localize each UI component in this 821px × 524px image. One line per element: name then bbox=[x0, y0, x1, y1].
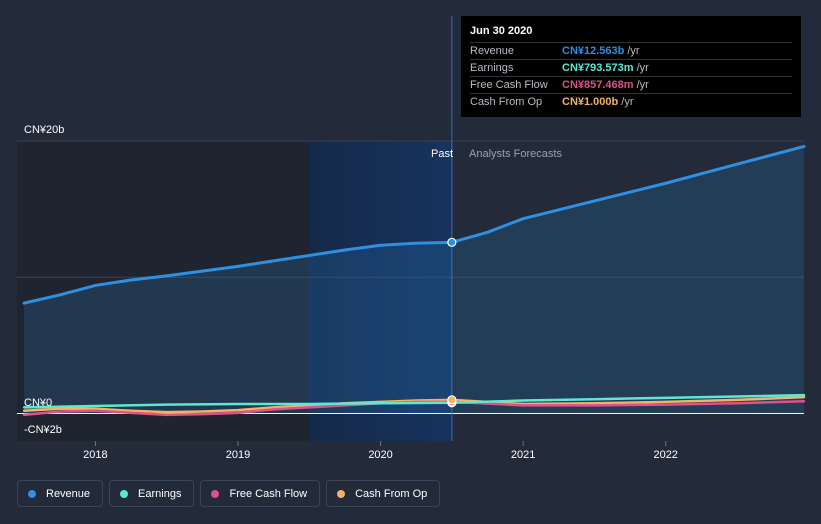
tooltip-unit: /yr bbox=[621, 96, 634, 108]
legend-label: Earnings bbox=[138, 487, 182, 500]
revenue-line bbox=[22, 144, 806, 305]
x-tick-label: 2018 bbox=[83, 449, 107, 461]
legend-dot-icon bbox=[28, 489, 36, 498]
highlight-band bbox=[309, 141, 452, 441]
tooltip-name: Free Cash Flow bbox=[470, 79, 548, 91]
tooltip-name: Earnings bbox=[470, 62, 514, 74]
revenue-area bbox=[24, 146, 805, 414]
legend-label: Cash From Op bbox=[355, 487, 428, 500]
legend-item-free-cash-flow[interactable]: Free Cash Flow bbox=[200, 480, 321, 507]
forecast-label: Analysts Forecasts bbox=[469, 148, 562, 160]
tooltip-unit: /yr bbox=[627, 45, 640, 57]
y-label-top: CN¥20b bbox=[24, 124, 64, 136]
x-tick-label: 2019 bbox=[226, 449, 250, 461]
tooltip-row-earnings: Earnings CN¥793.573m /yr bbox=[470, 59, 792, 76]
chart-legend: Revenue Earnings Free Cash Flow Cash Fro… bbox=[17, 480, 441, 507]
tooltip-name: Revenue bbox=[470, 45, 515, 57]
tooltip-value: CN¥793.573m bbox=[562, 62, 634, 74]
tooltip-row-free-cash-flow: Free Cash Flow CN¥857.468m /yr bbox=[470, 76, 792, 93]
x-tick-label: 2022 bbox=[653, 449, 677, 461]
legend-item-earnings[interactable]: Earnings bbox=[109, 480, 195, 507]
tooltip-row-cash-from-op: Cash From Op CN¥1.000b /yr bbox=[470, 93, 792, 110]
tooltip-value: CN¥857.468m bbox=[562, 79, 634, 91]
legend-dot-icon bbox=[337, 489, 346, 498]
y-label-zero: CN¥0 bbox=[24, 397, 52, 409]
legend-item-revenue[interactable]: Revenue bbox=[17, 480, 104, 507]
free-cash-flow-line bbox=[22, 399, 806, 417]
y-label-bottom: -CN¥2b bbox=[24, 424, 62, 436]
tooltip-unit: /yr bbox=[636, 62, 649, 74]
cash-from-op-marker bbox=[447, 395, 457, 405]
past-label: Past bbox=[431, 148, 453, 160]
legend-item-cash-from-op[interactable]: Cash From Op bbox=[326, 480, 441, 507]
legend-dot-icon bbox=[211, 489, 220, 498]
legend-label: Free Cash Flow bbox=[229, 487, 308, 500]
tooltip-name: Cash From Op bbox=[470, 96, 543, 108]
x-tick-label: 2021 bbox=[511, 449, 535, 461]
legend-label: Revenue bbox=[46, 487, 91, 500]
tooltip-value: CN¥1.000b bbox=[562, 96, 619, 108]
data-tooltip: Jun 30 2020 Revenue CN¥12.563b /yr Earni… bbox=[461, 16, 801, 117]
legend-dot-icon bbox=[120, 489, 129, 498]
x-tick-label: 2020 bbox=[368, 449, 392, 461]
tooltip-date: Jun 30 2020 bbox=[470, 25, 533, 37]
earnings-line bbox=[22, 393, 806, 409]
revenue-marker bbox=[447, 237, 457, 247]
tooltip-row-revenue: Revenue CN¥12.563b /yr bbox=[470, 42, 792, 59]
tooltip-unit: /yr bbox=[636, 79, 649, 91]
tooltip-value: CN¥12.563b bbox=[562, 45, 625, 57]
